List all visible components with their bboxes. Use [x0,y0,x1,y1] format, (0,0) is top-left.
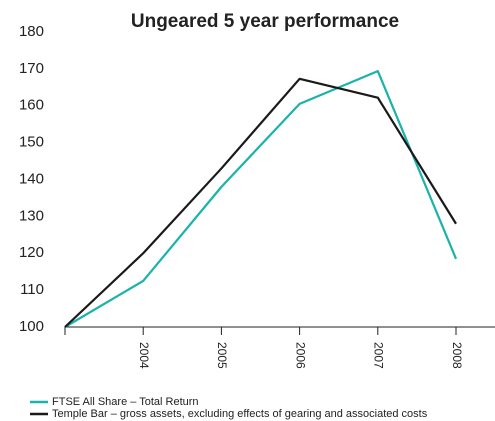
y-tick-label: 130 [19,207,44,224]
y-tick-label: 170 [19,60,44,77]
y-tick-label: 140 [19,170,44,187]
y-tick-label: 160 [19,97,44,114]
legend-label: FTSE All Share – Total Return [52,396,199,408]
x-tick-label: 2008 [450,342,464,369]
legend-label: Temple Bar – gross assets, excluding eff… [52,408,428,420]
y-tick-label: 100 [19,318,44,335]
series-line [64,77,457,328]
y-tick-label: 180 [19,23,44,40]
x-tick-label: 2005 [215,342,229,369]
series-line [64,69,458,328]
x-tick-label: 2004 [137,342,151,369]
y-tick-label: 120 [19,244,44,261]
y-tick-label: 150 [19,134,44,151]
y-tick-label: 110 [20,281,44,298]
x-tick-label: 2007 [372,342,386,369]
x-tick-label: 2006 [293,342,307,369]
chart-title: Ungeared 5 year performance [131,11,399,32]
